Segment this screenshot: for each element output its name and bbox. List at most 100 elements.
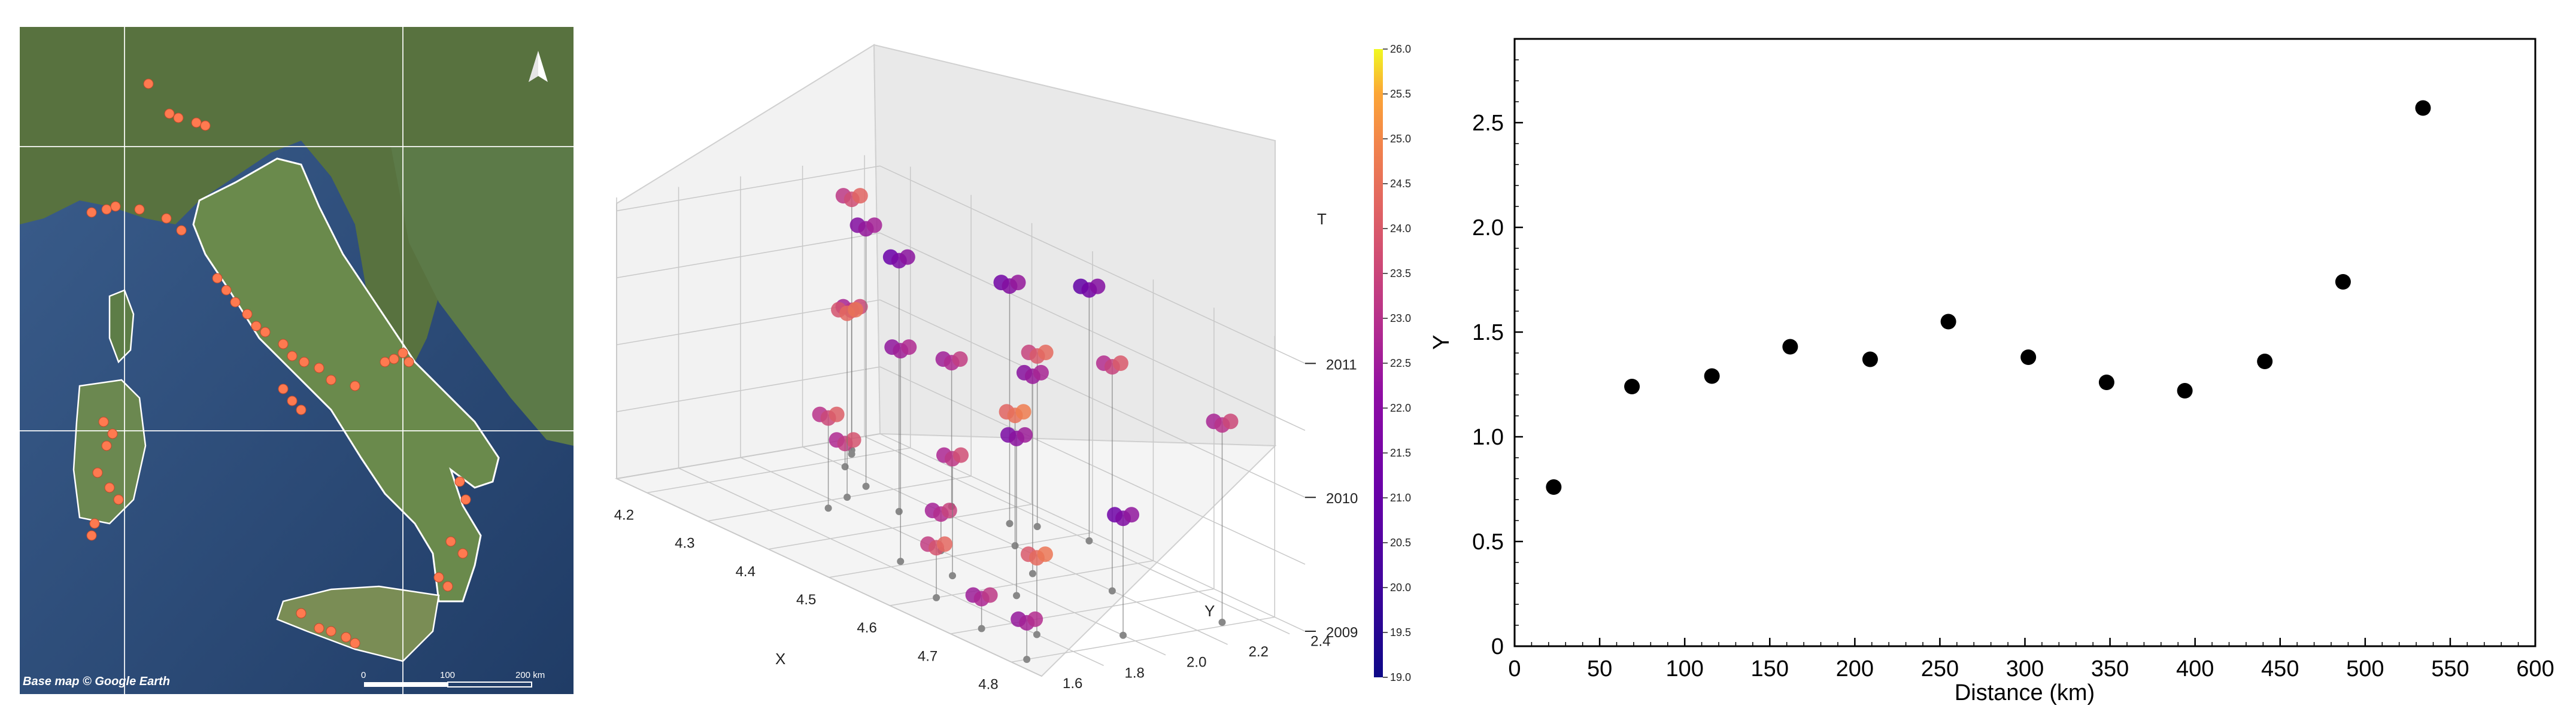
map-sample-marker (457, 548, 468, 559)
scatter-point (2020, 349, 2037, 365)
pane-back (873, 44, 1276, 447)
map-attribution: Base map © Google Earth (23, 675, 170, 688)
colorbar-tick-label: 19.0 (1390, 671, 1411, 682)
plot-frame (1513, 38, 2536, 647)
scale-label-200: 200 km (515, 670, 545, 680)
scatter3d-chart: 4.2 4.3 4.4 4.5 4.6 4.7 4.8 1.6 1.8 2.0 2.2 2.4 20… (614, 44, 1358, 692)
map-sample-marker (86, 530, 97, 541)
data-point-3d (1037, 546, 1053, 562)
data-point-3d (1017, 427, 1033, 443)
scatter-point (1546, 479, 1562, 495)
sardinia-island (72, 379, 147, 525)
map-sample-marker (460, 494, 471, 505)
map-sample-marker (287, 396, 298, 406)
y-tick-label: 1.5 (1472, 320, 1504, 345)
data-point-3d (937, 536, 953, 552)
map-sample-marker (200, 120, 211, 131)
y-tick-label: 2.0 (1472, 215, 1504, 241)
floor-marker (1013, 592, 1021, 600)
grid-line (879, 232, 1306, 431)
map-sample-marker (296, 404, 307, 415)
map-sample-marker (314, 363, 324, 373)
scatter2d-chart: 0 50 100 150 200 250 300 350 400 450 500 550 600 0 0.… (1429, 38, 2554, 705)
data-point-3d (1010, 275, 1026, 291)
x-tick-label: 450 (2261, 656, 2299, 682)
y-tick-label: 2.0 (1187, 655, 1206, 671)
scatter-point (2415, 100, 2431, 116)
scatter-point (2098, 375, 2114, 390)
grid-line (616, 232, 881, 279)
y-axis-label: Y (1204, 602, 1215, 620)
map-sample-marker (445, 536, 456, 547)
data-point-3d (899, 249, 915, 265)
data-point-3d (1090, 278, 1106, 294)
map-sample-marker (104, 482, 115, 493)
grid-line (740, 457, 1166, 656)
y-tick-labels: 1.6 1.8 2.0 2.2 2.4 (1063, 633, 1330, 692)
colorbar-tick-label: 21.5 (1390, 447, 1411, 459)
floor-marker (1119, 631, 1127, 639)
x-tick-label: 150 (1751, 656, 1789, 682)
data-point-3d (953, 447, 969, 463)
data-point-3d (1112, 355, 1128, 372)
grid-line (864, 436, 1290, 635)
north-arrow-icon (529, 51, 548, 82)
floor-marker (844, 494, 851, 501)
map-sample-marker (86, 207, 97, 218)
z-tick-label: 2010 (1326, 491, 1358, 507)
z-tick-label: 2009 (1326, 625, 1358, 641)
x-tick-label: 400 (2176, 656, 2214, 682)
z-tick-labels: 2009 2010 2011 (1305, 357, 1358, 641)
data-point-3d (1015, 404, 1031, 420)
scatter-point (1704, 368, 1720, 384)
italian-peninsula (192, 157, 500, 603)
grid-line (879, 299, 1306, 498)
map-sample-marker (350, 638, 360, 649)
scatter-point (1782, 339, 1798, 355)
floor-marker (848, 450, 855, 458)
x-ticks: 0 50 100 150 200 250 300 350 400 450 500 550 600 (1508, 638, 2554, 682)
x-tick-label: 600 (2516, 656, 2554, 682)
scale-label-100: 100 (440, 670, 455, 680)
data-point-3d (901, 339, 917, 355)
colorbar-tick-label: 25.5 (1390, 88, 1411, 100)
colorbar-tick-label: 22.5 (1390, 357, 1411, 369)
map-sample-marker (134, 204, 145, 215)
floor-marker (1028, 570, 1036, 577)
colorbar-tick-label: 19.5 (1390, 626, 1411, 638)
data-point-3d (845, 432, 861, 448)
map-sample-marker (173, 112, 184, 123)
floor-marker (824, 504, 832, 512)
map-sample-marker (314, 623, 324, 634)
x-tick-label: 4.6 (857, 620, 876, 636)
floor-marker (1085, 537, 1093, 544)
colorbar-tick-label: 21.0 (1390, 492, 1411, 504)
map-sample-marker (212, 273, 223, 284)
y-tick-label: 0 (1491, 634, 1504, 659)
x-tick-label: 4.7 (918, 648, 937, 664)
floor-marker (978, 625, 985, 632)
map-sample-marker (389, 354, 399, 364)
data-point-3d (866, 217, 882, 233)
x-tick-label: 250 (1921, 656, 1959, 682)
data-point-3d (982, 587, 998, 603)
map-sample-marker (143, 78, 154, 89)
floor-marker (1108, 587, 1116, 595)
map-sample-marker (287, 351, 298, 361)
z-axis-label: T (1317, 210, 1327, 228)
data-point-3d (1033, 364, 1049, 381)
colorbar-tick-label: 24.5 (1390, 178, 1411, 190)
map-sample-marker (326, 375, 336, 385)
map-sample-marker (176, 225, 187, 236)
map-sample-marker (98, 416, 109, 427)
grid-line (616, 165, 881, 212)
map-panel: Base map © Google Earth 0 100 200 km (20, 27, 574, 694)
map-sample-marker (110, 201, 121, 212)
grid-line (647, 447, 911, 494)
grid-line (879, 433, 1306, 632)
x-axis-label: X (775, 650, 785, 668)
map-sample-marker (350, 381, 360, 391)
map-sample-marker (230, 297, 241, 308)
map-sample-marker (454, 476, 465, 487)
x-tick-label: 4.2 (614, 507, 634, 524)
